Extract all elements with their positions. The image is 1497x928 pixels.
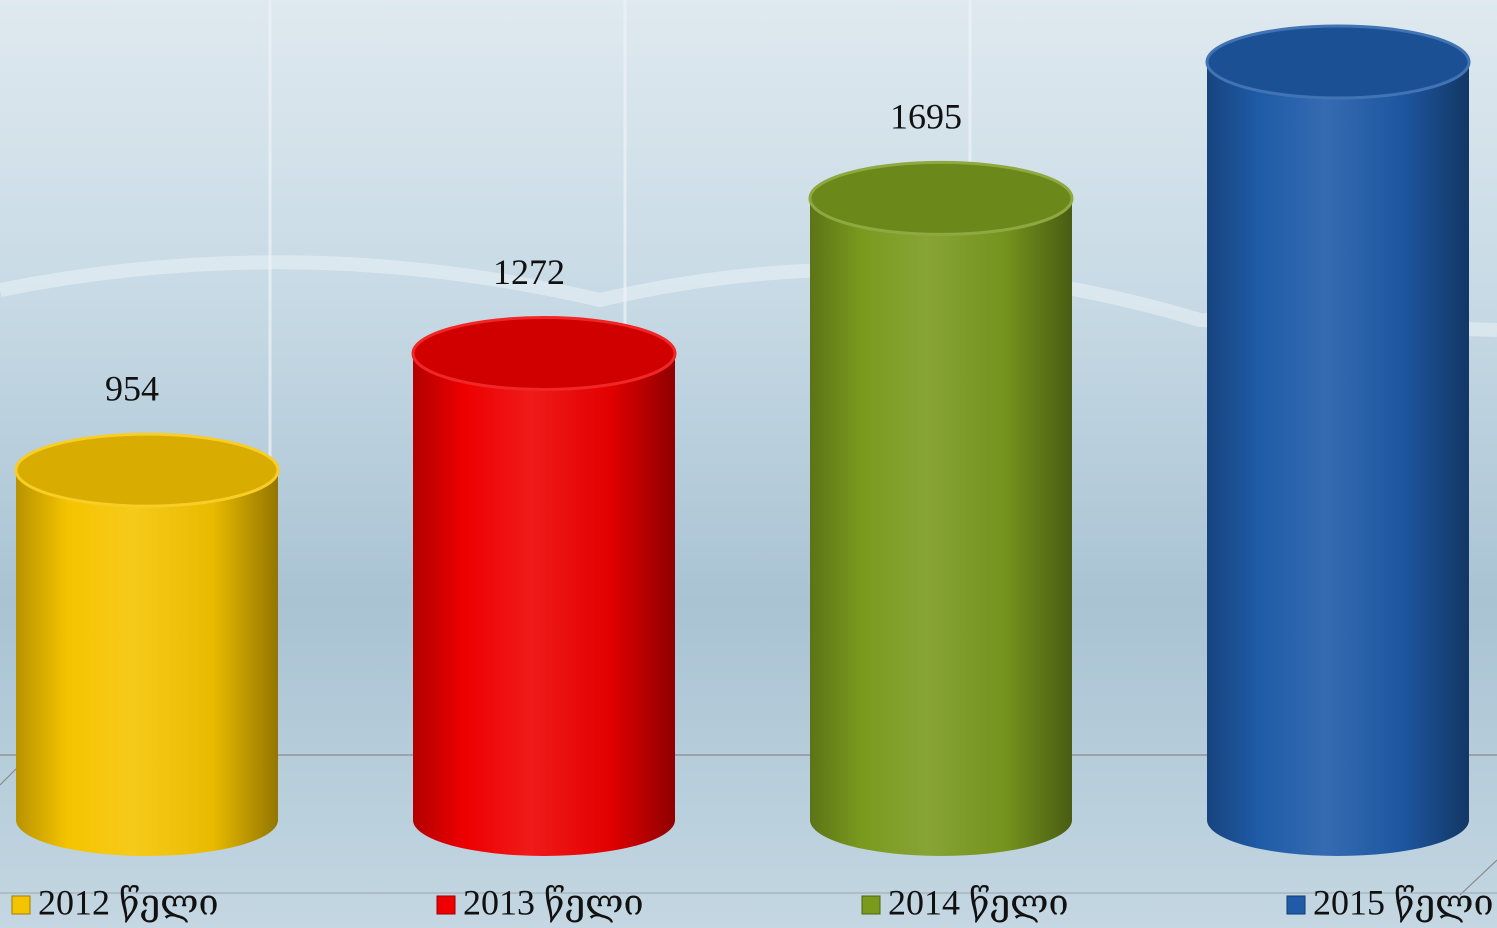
legend-marker — [1286, 895, 1306, 915]
legend-label: 2012 წელი — [38, 882, 219, 922]
legend-marker — [436, 895, 456, 915]
legend-label: 2015 წელი — [1313, 882, 1494, 922]
bar-top — [411, 316, 677, 392]
bar-top — [808, 160, 1074, 236]
bar-top — [14, 432, 280, 508]
legend-marker — [11, 895, 31, 915]
bar-top — [1205, 24, 1471, 100]
floor-side-edge — [1459, 859, 1497, 896]
data-label: 954 — [105, 368, 159, 408]
data-label: 1272 — [493, 252, 565, 292]
legend-label: 2014 წელი — [888, 882, 1069, 922]
bar — [1207, 62, 1469, 820]
legend-label: 2013 წელი — [463, 882, 644, 922]
legend-marker — [861, 895, 881, 915]
bar — [16, 470, 278, 820]
bar — [413, 353, 675, 820]
data-label: 1695 — [890, 97, 962, 137]
bar — [810, 198, 1072, 821]
